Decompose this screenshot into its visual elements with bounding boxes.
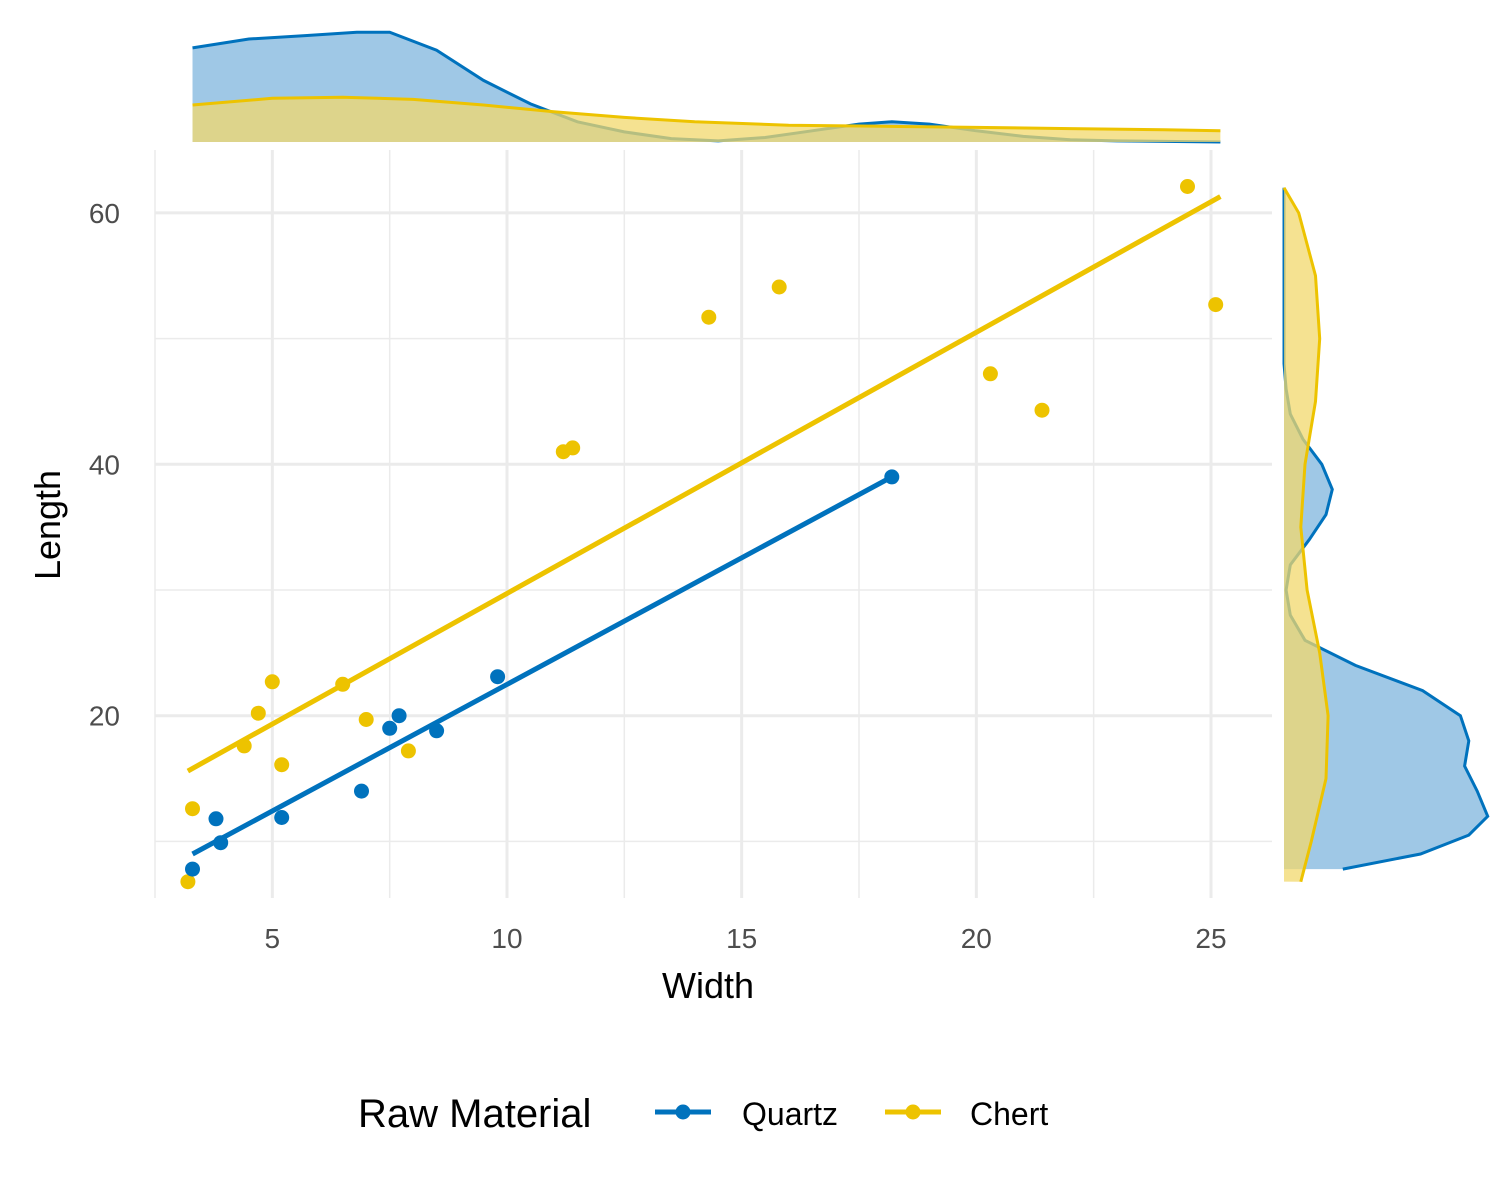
fit-line-quartz	[191, 474, 894, 857]
legend-title: Raw Material	[358, 1092, 591, 1136]
data-points	[180, 179, 1224, 890]
point-chert	[185, 801, 200, 817]
density-area-chert	[192, 97, 1221, 142]
y-tick-label: 40	[89, 449, 120, 480]
point-chert	[274, 757, 290, 773]
legend-label-quartz: Quartz	[742, 1096, 838, 1132]
point-chert	[1208, 297, 1224, 313]
legend-keys	[655, 1104, 941, 1120]
legend-label-chert: Chert	[970, 1096, 1048, 1132]
point-quartz	[382, 720, 398, 736]
x-axis-ticks: 5 10 15 20 25	[265, 923, 1227, 954]
point-chert	[982, 366, 998, 382]
point-chert	[1034, 402, 1050, 418]
legend-key-point-chert	[905, 1104, 921, 1120]
fit-line-chert	[186, 194, 1222, 774]
x-tick-label: 5	[265, 923, 281, 954]
legend: Raw Material Quartz Chert	[358, 1092, 1048, 1136]
x-tick-label: 25	[1195, 923, 1226, 954]
density-line-chert	[192, 95, 1221, 133]
point-chert	[250, 705, 266, 721]
y-tick-label: 60	[89, 198, 120, 229]
point-chert	[771, 279, 787, 295]
point-quartz	[391, 708, 407, 724]
point-quartz	[213, 835, 229, 851]
point-chert	[180, 874, 196, 890]
point-quartz	[490, 669, 506, 685]
x-tick-label: 20	[961, 923, 992, 954]
grid	[154, 150, 1272, 898]
regression-lines	[186, 194, 1222, 857]
point-quartz	[208, 811, 224, 827]
x-tick-label: 15	[726, 923, 757, 954]
point-quartz	[354, 783, 369, 799]
point-chert	[264, 674, 280, 690]
top-marginal-density	[192, 30, 1221, 144]
point-chert	[1180, 179, 1195, 194]
point-chert	[701, 309, 717, 325]
point-quartz	[884, 469, 900, 485]
y-axis-title: Length	[27, 470, 68, 580]
point-chert	[335, 676, 351, 692]
x-axis-title: Width	[662, 965, 754, 1006]
y-tick-label: 20	[89, 701, 120, 732]
point-chert	[358, 712, 374, 727]
point-chert	[400, 743, 416, 759]
point-chert	[565, 440, 581, 456]
density-line-chert	[1282, 186, 1330, 883]
x-tick-label: 10	[491, 923, 522, 954]
y-axis-ticks: 20 40 60	[89, 198, 120, 732]
point-quartz	[185, 861, 200, 877]
point-chert	[236, 738, 252, 754]
density-area-quartz	[1284, 187, 1488, 870]
point-quartz	[274, 810, 290, 825]
legend-key-point-quartz	[675, 1104, 691, 1120]
right-marginal-density	[1282, 186, 1490, 883]
point-quartz	[429, 723, 445, 739]
